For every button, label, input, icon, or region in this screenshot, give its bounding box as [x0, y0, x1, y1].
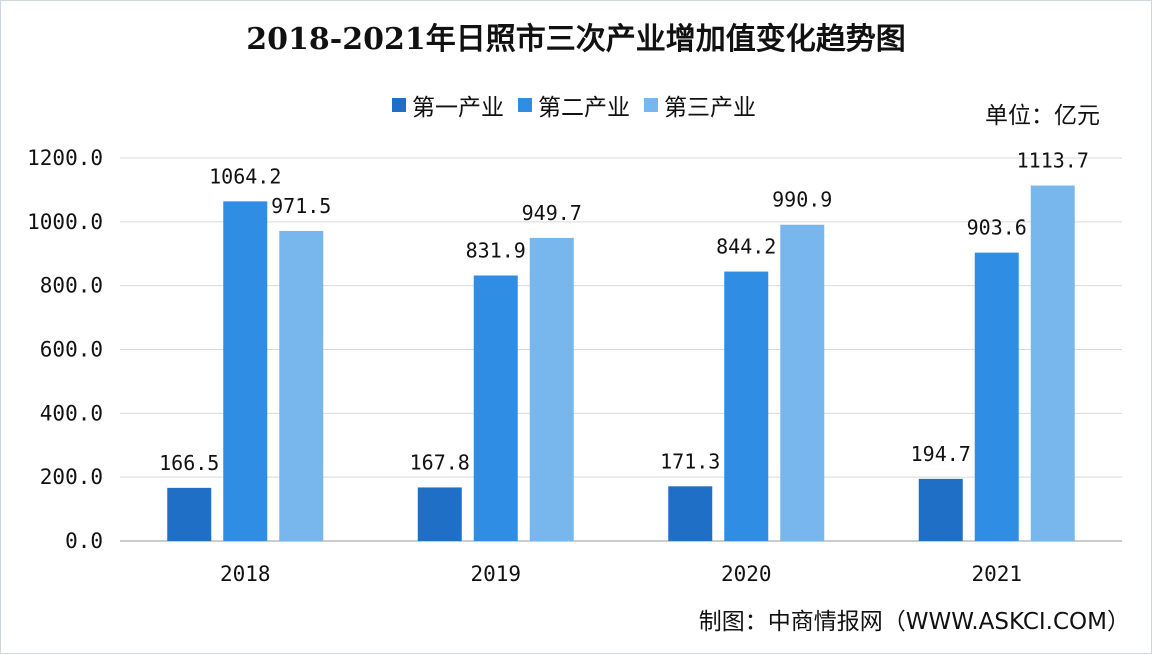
- bar: [780, 224, 825, 542]
- x-tick-label: 2018: [220, 562, 271, 586]
- data-label: 844.2: [716, 235, 776, 259]
- bar: [223, 201, 268, 541]
- legend-label-tertiary: 第三产业: [664, 95, 756, 121]
- data-label: 171.3: [660, 449, 720, 473]
- legend-label-secondary: 第二产业: [538, 95, 630, 121]
- x-tick-label: 2020: [721, 562, 772, 586]
- legend-item-secondary: 第二产业: [518, 88, 630, 122]
- y-tick-label: 1200.0: [27, 146, 103, 170]
- y-tick-label: 0.0: [65, 529, 103, 553]
- x-tick-label: 2019: [470, 562, 521, 586]
- bar: [668, 486, 713, 541]
- bar: [167, 487, 212, 541]
- data-label: 1113.7: [1017, 149, 1089, 173]
- bar: [279, 230, 324, 542]
- data-label: 971.5: [271, 194, 331, 218]
- x-tick-label: 2021: [971, 562, 1022, 586]
- legend-swatch-primary: [392, 98, 406, 112]
- bar: [974, 252, 1019, 541]
- bar: [529, 237, 574, 541]
- y-tick-label: 600.0: [40, 338, 103, 362]
- legend-item-tertiary: 第三产业: [644, 88, 756, 122]
- legend-label-primary: 第一产业: [412, 95, 504, 121]
- y-tick-label: 400.0: [40, 401, 103, 425]
- y-tick-label: 800.0: [40, 274, 103, 298]
- data-label: 831.9: [466, 238, 526, 262]
- data-label: 194.7: [911, 442, 971, 466]
- bar: [417, 487, 462, 541]
- data-label: 1064.2: [209, 164, 281, 188]
- legend-swatch-tertiary: [644, 98, 658, 112]
- data-label: 949.7: [522, 201, 582, 225]
- bar: [473, 275, 518, 541]
- data-label: 903.6: [967, 216, 1027, 240]
- data-label: 990.9: [772, 188, 832, 212]
- data-label: 167.8: [410, 450, 470, 474]
- source-label: 制图：中商情报网（WWW.ASKCI.COM）: [698, 609, 1130, 635]
- legend: 第一产业 第二产业 第三产业: [392, 88, 756, 122]
- y-tick-label: 1000.0: [27, 210, 103, 234]
- bar: [918, 478, 963, 541]
- unit-label: 单位：亿元: [985, 103, 1100, 129]
- chart-title: 2018-2021年日照市三次产业增加值变化趋势图: [246, 22, 906, 57]
- y-tick-label: 200.0: [40, 465, 103, 489]
- bar: [1030, 185, 1075, 542]
- legend-item-primary: 第一产业: [392, 88, 504, 122]
- legend-swatch-secondary: [518, 98, 532, 112]
- data-label: 166.5: [159, 451, 219, 475]
- bar: [724, 271, 769, 541]
